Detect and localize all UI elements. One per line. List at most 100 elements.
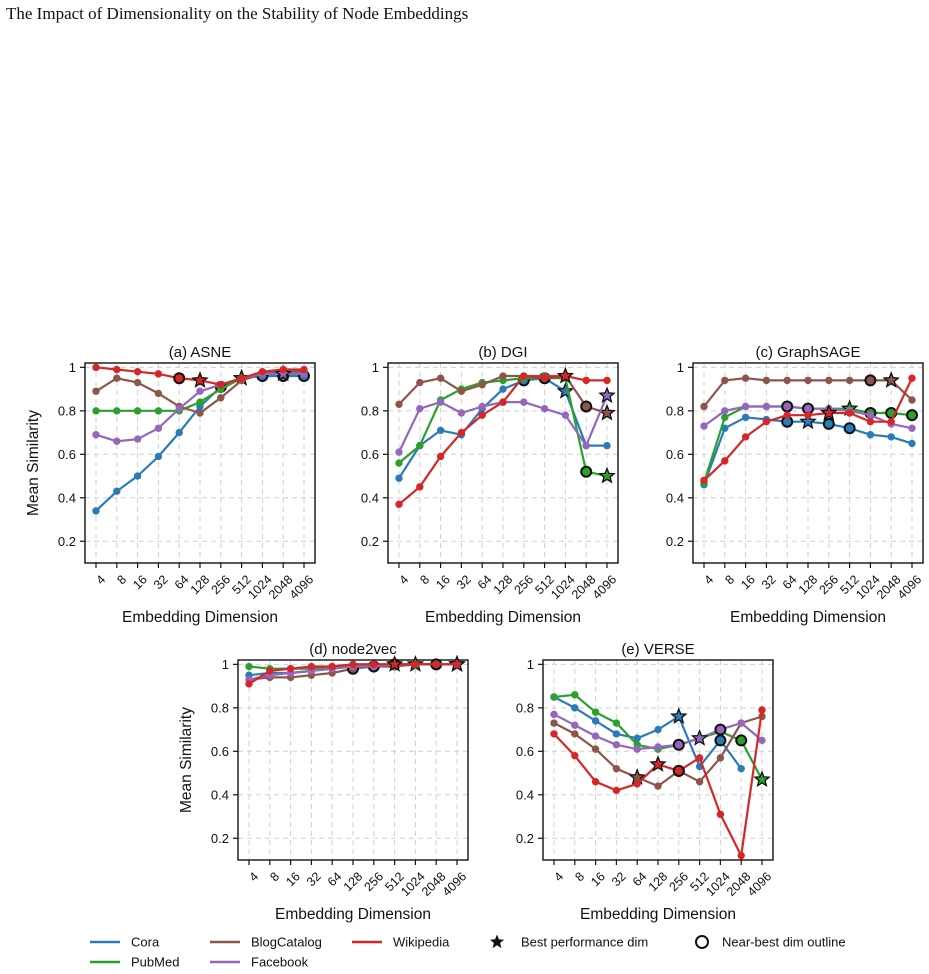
- x-tick-label: 256: [511, 572, 536, 597]
- x-axis-label: Embedding Dimension: [122, 609, 278, 626]
- best-star-marker: [649, 755, 667, 772]
- panel-title: (b) DGI: [478, 344, 527, 361]
- data-point: [741, 374, 750, 382]
- x-tick-label: 32: [304, 869, 324, 889]
- data-point: [633, 780, 641, 788]
- data-point: [603, 441, 611, 450]
- x-tick-label: 4096: [590, 572, 620, 602]
- data-point: [612, 719, 621, 727]
- near-best-marker: [822, 417, 835, 430]
- data-point: [133, 378, 142, 387]
- x-tick-label: 256: [208, 572, 233, 597]
- data-point: [453, 660, 461, 669]
- data-point: [196, 387, 204, 395]
- x-tick-label: 16: [433, 572, 453, 592]
- y-axis-label: Mean Similarity: [178, 707, 195, 813]
- data-point: [499, 372, 507, 380]
- x-tick-label: 128: [341, 869, 366, 894]
- data-point: [266, 667, 274, 675]
- x-tick-label: 32: [454, 572, 474, 592]
- legend-label: PubMed: [131, 955, 179, 970]
- x-tick-label: 16: [130, 572, 150, 592]
- data-point: [457, 409, 466, 417]
- data-point: [721, 376, 729, 385]
- legend-label: Cora: [131, 935, 160, 950]
- data-point: [154, 424, 163, 432]
- x-axis-label: Embedding Dimension: [275, 906, 431, 923]
- data-point: [550, 710, 558, 719]
- legend-item-pubmed: PubMed: [90, 955, 179, 970]
- legend-item-near: Near-best dim outline: [695, 935, 846, 950]
- best-star-marker: [598, 466, 616, 484]
- y-tick-label: 0.4: [516, 787, 534, 802]
- data-point: [370, 660, 378, 669]
- x-tick-label: 8: [572, 869, 587, 884]
- y-axis-label: Mean Similarity: [25, 410, 42, 516]
- data-point: [654, 782, 662, 790]
- series-facebook: [550, 710, 766, 753]
- data-point: [416, 483, 424, 491]
- x-tick-label: 4096: [287, 572, 317, 602]
- x-tick-label: 128: [188, 572, 213, 597]
- x-tick-label: 8: [267, 869, 282, 884]
- x-tick-label: 4: [247, 869, 262, 884]
- x-tick-label: 256: [361, 869, 386, 894]
- panel-title: (a) ASNE: [169, 344, 232, 361]
- y-tick-label: 1: [69, 360, 76, 375]
- best-star-marker: [556, 382, 575, 399]
- data-point: [436, 398, 445, 406]
- data-point: [436, 452, 445, 461]
- y-tick-label: 0.8: [211, 700, 229, 715]
- panel-title: (e) VERSE: [621, 641, 694, 658]
- series-line: [398, 374, 607, 506]
- x-tick-label: 8: [417, 572, 432, 587]
- x-tick-label: 32: [759, 572, 779, 592]
- data-point: [457, 387, 466, 395]
- data-point: [154, 407, 163, 415]
- data-point: [762, 402, 771, 411]
- data-point: [258, 367, 267, 376]
- data-point: [571, 751, 579, 760]
- data-point: [245, 662, 253, 671]
- x-tick-label: 128: [796, 572, 821, 597]
- x-tick-label: 8: [722, 572, 737, 587]
- legend-label: Wikipedia: [393, 935, 450, 950]
- y-tick-label: 0.8: [666, 403, 684, 418]
- y-tick-label: 0.8: [516, 700, 534, 715]
- data-point: [432, 660, 440, 669]
- legend-label: Best performance dim: [521, 935, 648, 950]
- data-point: [721, 413, 729, 422]
- data-point: [478, 381, 486, 389]
- data-point: [328, 662, 336, 671]
- data-point: [436, 374, 445, 382]
- data-point: [499, 385, 507, 393]
- data-point: [133, 472, 142, 480]
- series-cora: [700, 412, 916, 489]
- data-point: [540, 404, 549, 413]
- near-best-marker: [843, 422, 856, 435]
- y-tick-label: 0.2: [666, 534, 684, 549]
- x-tick-label: 4: [552, 869, 567, 884]
- data-point: [612, 741, 621, 749]
- data-point: [721, 407, 729, 415]
- series-blogcatalog: [700, 371, 916, 411]
- data-point: [92, 363, 100, 372]
- data-point: [217, 394, 225, 402]
- x-tick-label: 16: [738, 572, 758, 592]
- y-tick-label: 0.4: [666, 490, 684, 505]
- data-point: [133, 435, 142, 443]
- data-point: [217, 381, 225, 389]
- data-point: [737, 851, 745, 860]
- legend-label: Near-best dim outline: [722, 935, 846, 950]
- near-best-marker: [672, 764, 685, 777]
- data-point: [175, 428, 183, 437]
- y-tick-label: 0.6: [58, 447, 76, 462]
- best-star-marker: [191, 371, 209, 388]
- data-point: [887, 417, 895, 426]
- y-tick-label: 0.8: [58, 403, 76, 418]
- data-point: [245, 680, 253, 688]
- data-point: [154, 370, 163, 378]
- data-point: [908, 439, 916, 448]
